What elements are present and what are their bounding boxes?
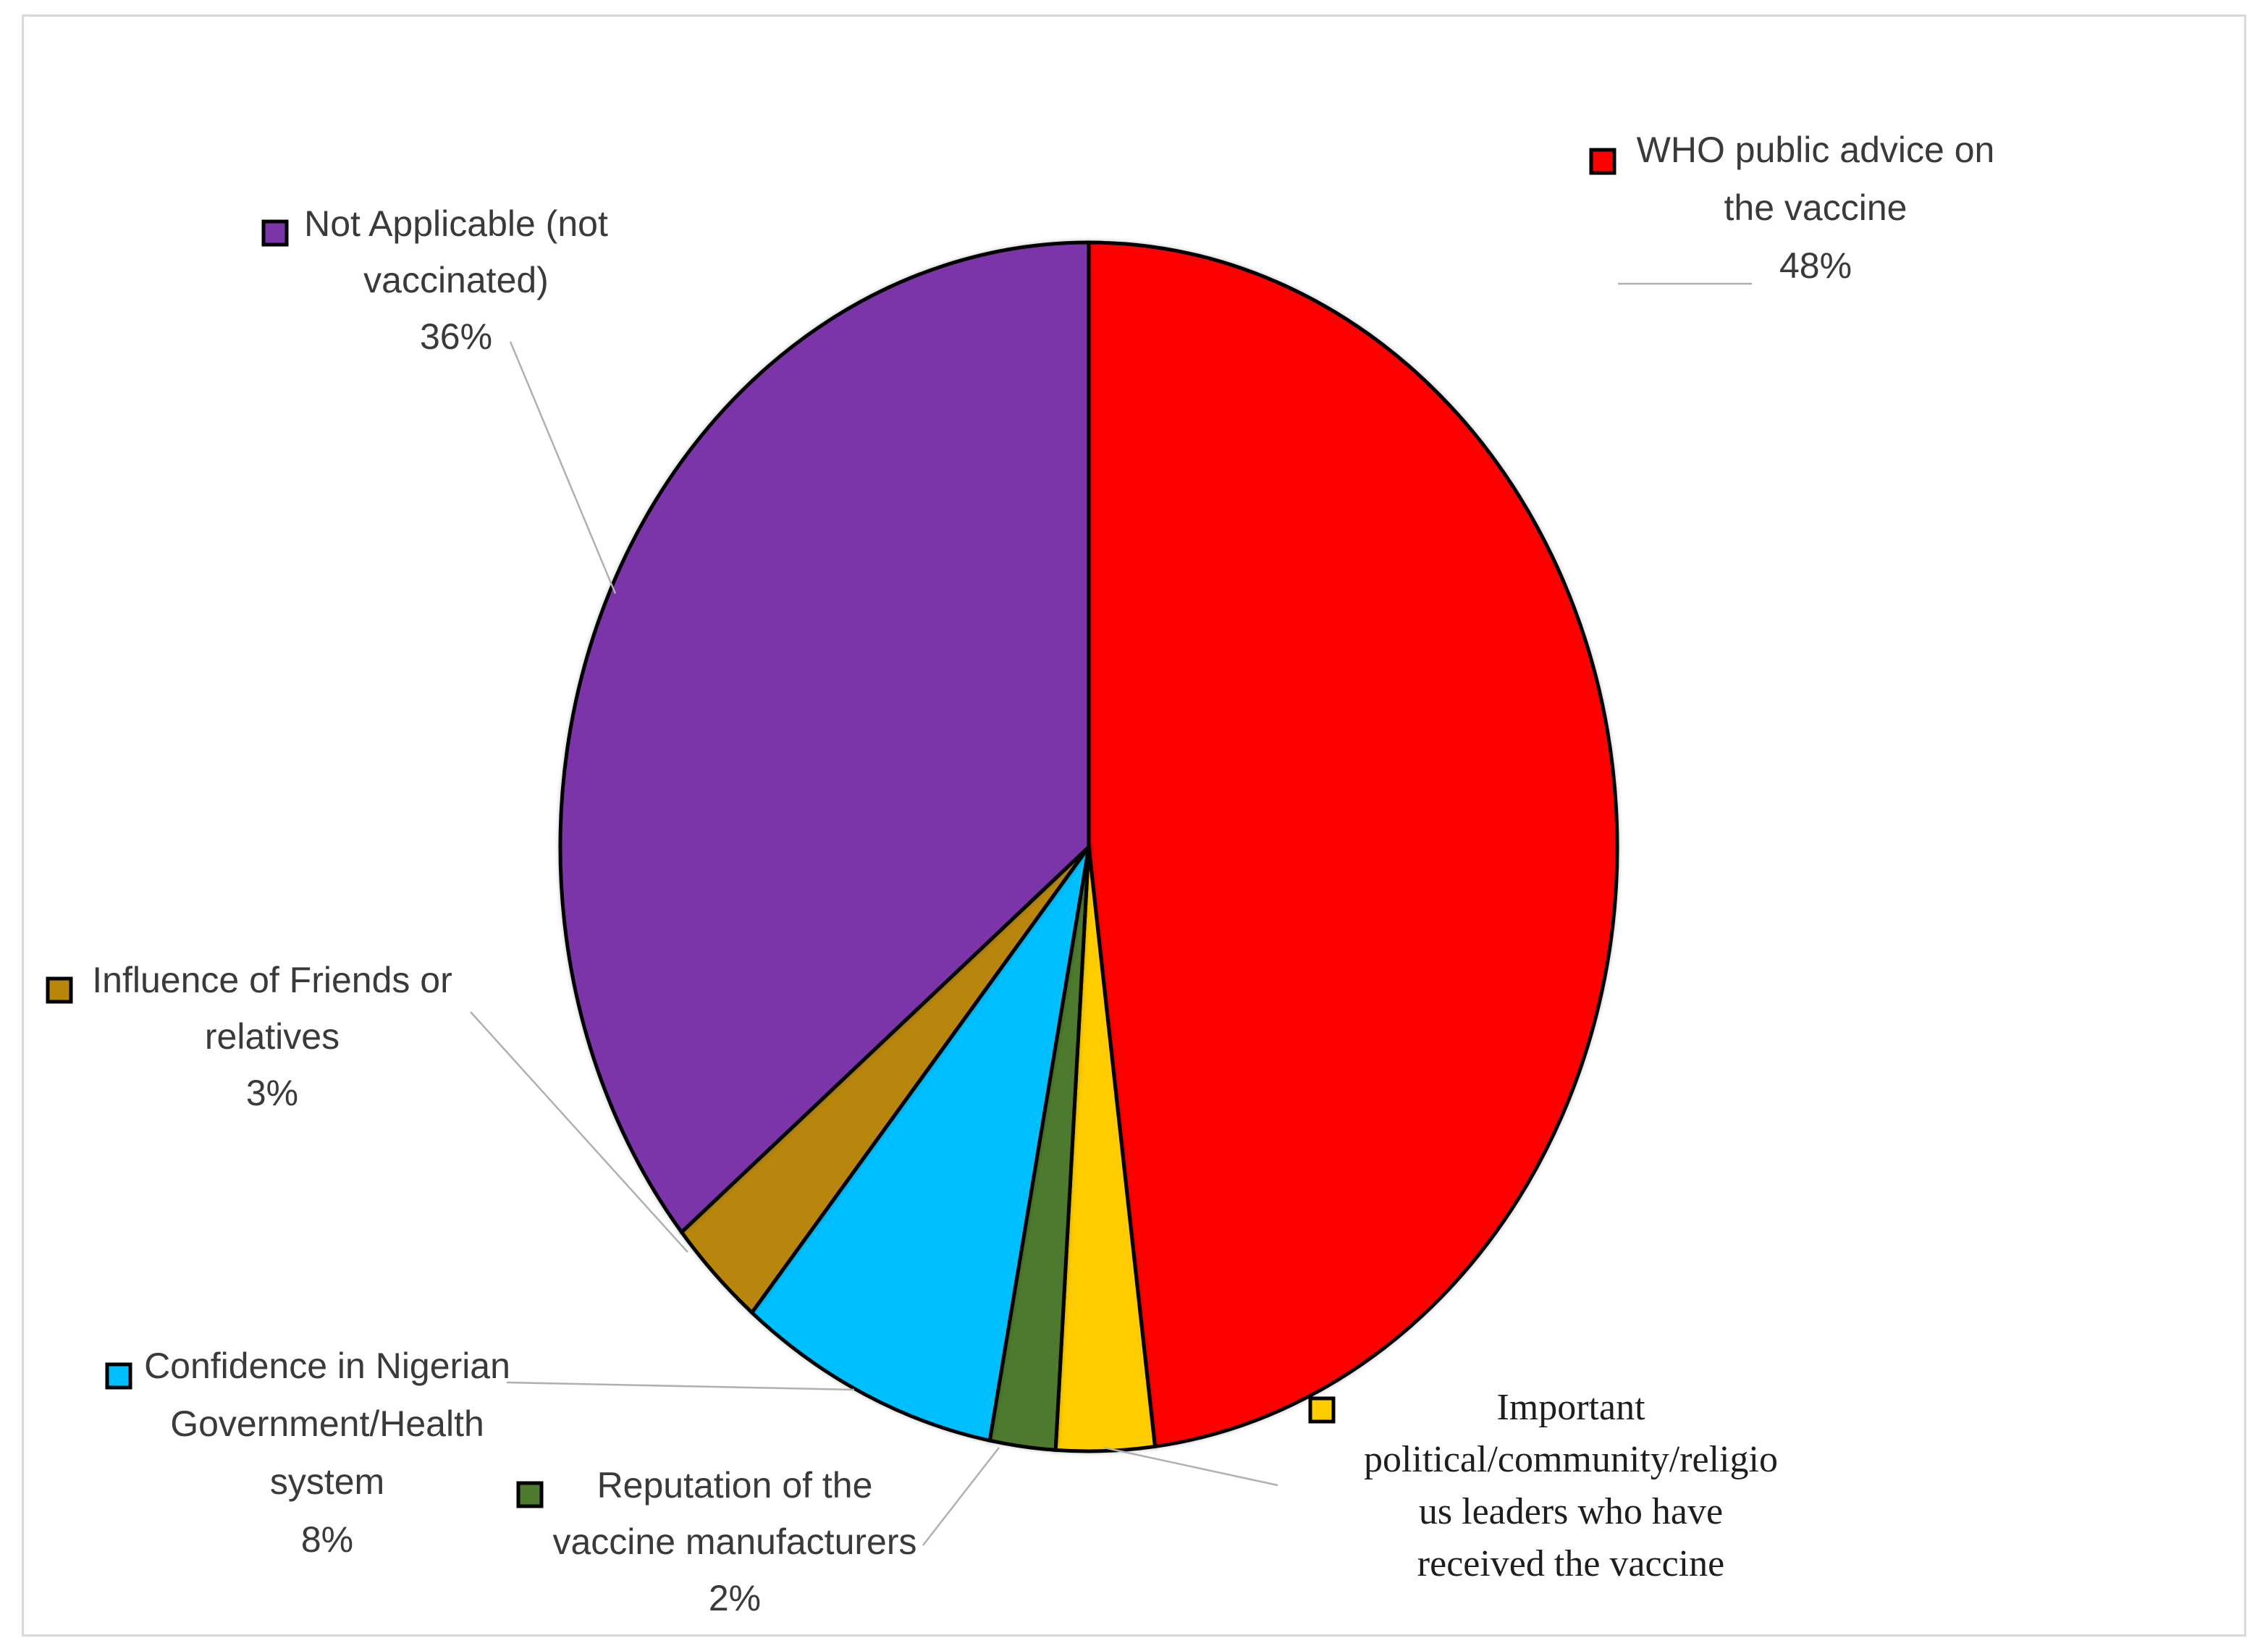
data-label-line: 2% bbox=[709, 1578, 761, 1618]
data-label-line: 3% bbox=[246, 1073, 298, 1113]
legend-key-important-political-community-religious- bbox=[1308, 1396, 1336, 1424]
leader-line-confidence-in-nigerian-government-health bbox=[506, 1381, 855, 1391]
leader-line-not-applicable-not-vaccinated bbox=[509, 341, 617, 594]
data-label-not-applicable-not-vaccinated: Not Applicable (not vaccinated) 36% bbox=[304, 203, 608, 357]
data-label-line: Government/Health bbox=[170, 1403, 484, 1444]
data-label-reputation-of-the-vaccine-manufacturers: Reputation of the vaccine manufacturers 2% bbox=[552, 1465, 916, 1618]
legend-key-who-public-advice-on-the-vaccine bbox=[1589, 148, 1616, 175]
data-label-line: Reputation of the bbox=[597, 1465, 873, 1506]
legend-key-confidence-in-nigerian-government-health bbox=[105, 1362, 132, 1390]
legend-key-not-applicable-not-vaccinated bbox=[261, 219, 289, 247]
data-label-who-public-advice-on-the-vaccine: WHO public advice on the vaccine 48% bbox=[1637, 130, 1995, 286]
data-label-line: political/community/religio bbox=[1364, 1439, 1778, 1480]
data-label-line: vaccinated) bbox=[363, 260, 549, 300]
pie-slice-not-applicable-not-vaccinated bbox=[558, 240, 1091, 1234]
legend-key-reputation-of-the-vaccine-manufacturers bbox=[516, 1481, 544, 1508]
data-label-influence-of-friends-or-relatives: Influence of Friends or relatives 3% bbox=[92, 960, 452, 1113]
pie-slice-who-public-advice-on-the-vaccine bbox=[1087, 240, 1619, 1448]
data-label-line: vaccine manufacturers bbox=[552, 1521, 916, 1562]
data-label-line: received the vaccine bbox=[1417, 1543, 1724, 1584]
data-label-line: Confidence in Nigerian bbox=[144, 1346, 510, 1386]
data-label-line: Influence of Friends or bbox=[92, 960, 452, 1000]
pie-slice-confidence-in-nigerian-government-health bbox=[750, 845, 1091, 1443]
data-label-line: relatives bbox=[205, 1016, 340, 1057]
leader-line-reputation-of-the-vaccine-manufacturers bbox=[922, 1447, 1000, 1546]
data-label-line: 48% bbox=[1779, 245, 1852, 286]
data-label-line: system bbox=[270, 1461, 384, 1502]
leader-line-influence-of-friends-or-relatives bbox=[470, 1011, 688, 1253]
data-label-line: the vaccine bbox=[1724, 187, 1907, 228]
data-label-line: Important bbox=[1496, 1387, 1645, 1428]
data-label-line: Not Applicable (not bbox=[304, 203, 608, 244]
legend-key-influence-of-friends-or-relatives bbox=[46, 976, 73, 1004]
data-label-line: us leaders who have bbox=[1419, 1491, 1723, 1532]
leader-line-important-political-community-religious- bbox=[1103, 1446, 1278, 1487]
data-label-important-political-community-religious-: Important political/community/religio us l… bbox=[1364, 1387, 1778, 1584]
data-label-line: WHO public advice on bbox=[1637, 130, 1995, 170]
data-label-line: 36% bbox=[420, 316, 492, 357]
data-label-confidence-in-nigerian-government-health: Confidence in Nigerian Government/Health s… bbox=[144, 1346, 510, 1560]
data-label-line: 8% bbox=[301, 1519, 353, 1560]
